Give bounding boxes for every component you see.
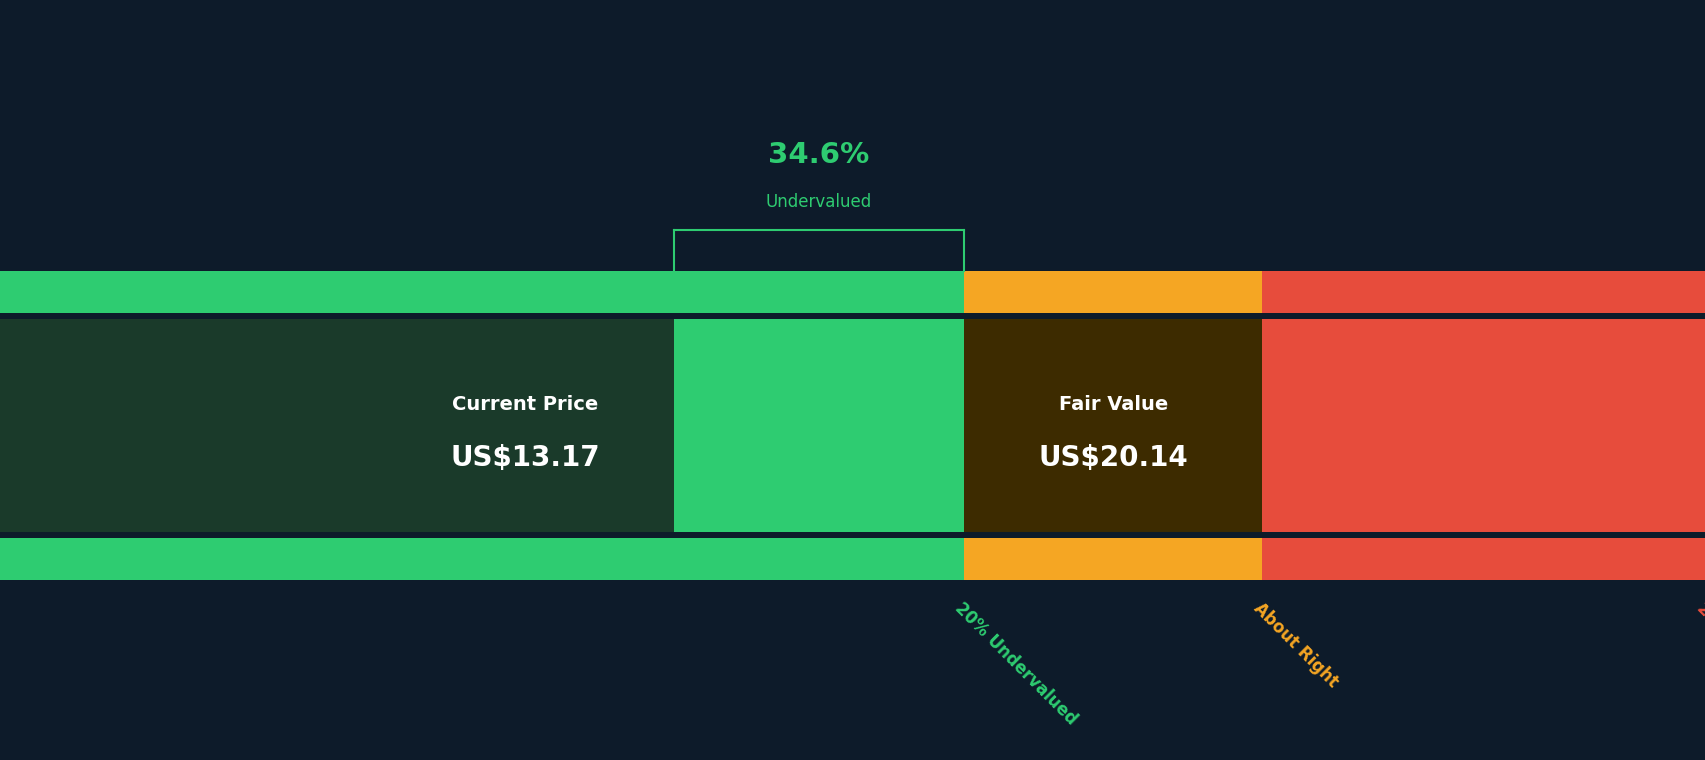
- Bar: [1262, 538, 1705, 580]
- Text: Current Price: Current Price: [452, 395, 598, 413]
- Bar: [963, 271, 1262, 313]
- Text: Fair Value: Fair Value: [1057, 395, 1168, 413]
- Bar: [963, 319, 1262, 532]
- Bar: [673, 319, 963, 532]
- Text: About Right: About Right: [1250, 599, 1340, 691]
- Bar: [963, 538, 1262, 580]
- Text: Undervalued: Undervalued: [766, 192, 871, 211]
- Bar: [0, 271, 963, 313]
- Text: 34.6%: 34.6%: [767, 141, 870, 169]
- Bar: [0, 538, 963, 580]
- Text: US$13.17: US$13.17: [450, 444, 600, 471]
- Text: 20% Undervalued: 20% Undervalued: [951, 599, 1079, 728]
- Bar: [1262, 319, 1705, 532]
- Text: 20% Overvalued: 20% Overvalued: [1693, 599, 1705, 720]
- Text: US$20.14: US$20.14: [1038, 444, 1187, 471]
- Bar: [0, 319, 673, 532]
- Bar: [1262, 271, 1705, 313]
